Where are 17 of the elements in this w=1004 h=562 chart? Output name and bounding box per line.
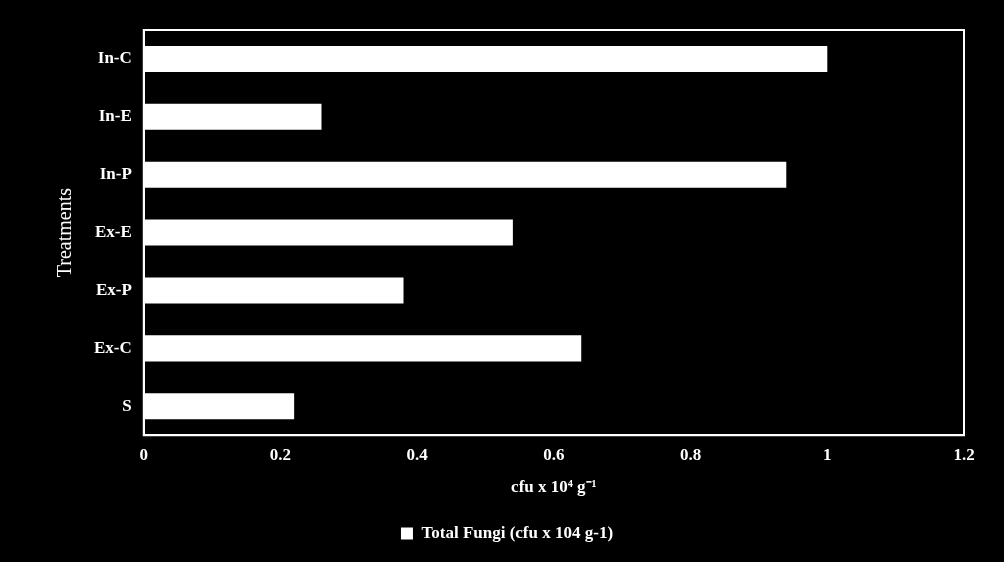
y-axis-title: Treatments bbox=[53, 187, 76, 278]
x-tick-label: 0.2 bbox=[269, 444, 292, 464]
y-tick-label: In-C bbox=[97, 48, 132, 68]
y-tick-label: Ex-E bbox=[94, 221, 132, 241]
x-tick-label: 1.2 bbox=[953, 444, 975, 464]
x-tick-label: 0.6 bbox=[543, 444, 565, 464]
y-tick-label: Ex-C bbox=[94, 337, 132, 357]
x-axis-title: cfu x 10⁴ g⁻¹ bbox=[511, 477, 597, 497]
x-tick-label: 0.8 bbox=[679, 444, 702, 464]
x-tick-label: 1 bbox=[823, 444, 832, 464]
x-tick-label: 0.4 bbox=[406, 444, 429, 464]
y-tick-label: Ex-P bbox=[95, 279, 132, 299]
legend-label: Total Fungi (cfu x 104 g-1) bbox=[421, 522, 614, 542]
y-tick-label: S bbox=[122, 395, 132, 415]
y-tick-label: In-P bbox=[99, 164, 132, 184]
x-tick-label: 0 bbox=[139, 444, 149, 464]
y-tick-label: In-E bbox=[98, 106, 132, 126]
